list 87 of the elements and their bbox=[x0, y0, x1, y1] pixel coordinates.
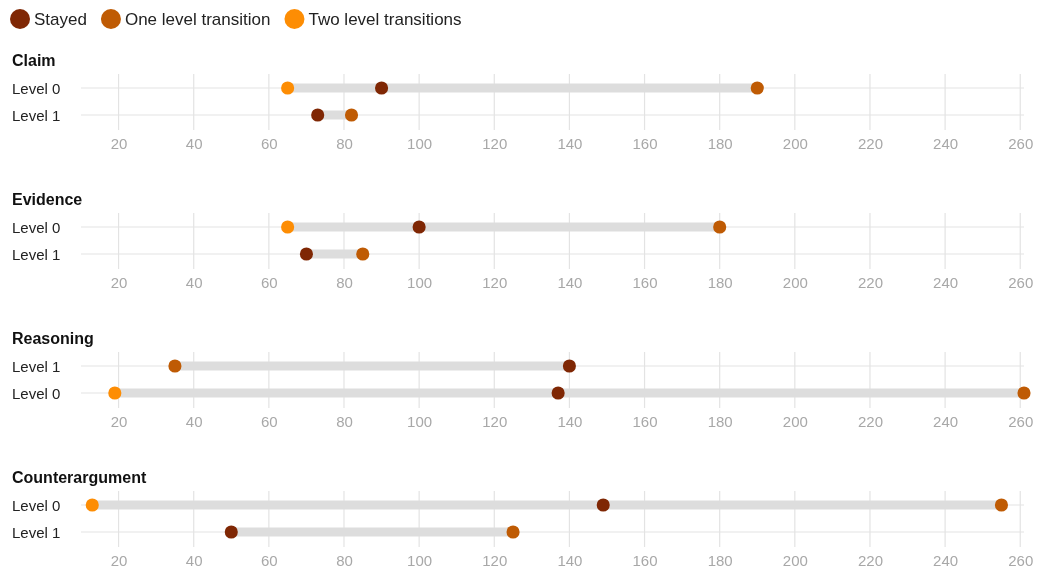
x-tick-label: 160 bbox=[632, 412, 658, 430]
x-tick-label: 20 bbox=[110, 412, 128, 430]
y-tick-label: Level 0 bbox=[12, 497, 61, 514]
point bbox=[596, 498, 610, 512]
x-tick-label: 100 bbox=[407, 412, 433, 430]
point bbox=[1017, 386, 1031, 400]
x-tick-label: 220 bbox=[857, 273, 883, 291]
x-tick-label: 200 bbox=[782, 273, 808, 291]
x-tick-label: 260 bbox=[1008, 551, 1034, 569]
point bbox=[168, 359, 182, 373]
x-tick-label: 240 bbox=[933, 134, 959, 152]
x-tick-label: 180 bbox=[707, 551, 733, 569]
point bbox=[281, 81, 295, 95]
point bbox=[412, 220, 426, 234]
x-tick-label: 200 bbox=[782, 412, 808, 430]
chart-title: Counterargument bbox=[12, 469, 147, 486]
chart-title: Claim bbox=[12, 52, 56, 69]
x-tick-label: 40 bbox=[185, 134, 203, 152]
point bbox=[750, 81, 764, 95]
x-tick-label: 100 bbox=[407, 134, 433, 152]
x-tick-label: 220 bbox=[857, 134, 883, 152]
x-tick-label: 200 bbox=[782, 551, 808, 569]
x-tick-label: 120 bbox=[482, 412, 508, 430]
legend-label: Two level transitions bbox=[308, 10, 462, 29]
point bbox=[311, 108, 325, 122]
legend-label: Stayed bbox=[34, 10, 87, 29]
x-tick-label: 240 bbox=[933, 412, 959, 430]
point bbox=[375, 81, 389, 95]
point bbox=[562, 359, 576, 373]
x-tick-label: 60 bbox=[261, 412, 278, 430]
point bbox=[356, 247, 370, 261]
x-tick-label: 220 bbox=[857, 412, 883, 430]
x-tick-label: 220 bbox=[857, 551, 883, 569]
x-tick-label: 180 bbox=[707, 134, 733, 152]
legend-label: One level transition bbox=[124, 10, 271, 29]
point bbox=[224, 525, 238, 539]
point bbox=[551, 386, 565, 400]
x-tick-label: 60 bbox=[261, 134, 278, 152]
point bbox=[344, 108, 359, 122]
x-tick-label: 80 bbox=[336, 551, 353, 569]
x-tick-label: 20 bbox=[110, 273, 128, 291]
x-tick-label: 260 bbox=[1008, 412, 1034, 430]
x-tick-label: 80 bbox=[336, 412, 353, 430]
x-tick-label: 120 bbox=[482, 134, 508, 152]
point bbox=[85, 498, 99, 512]
y-tick-label: Level 0 bbox=[12, 385, 61, 402]
x-tick-label: 160 bbox=[632, 551, 658, 569]
x-tick-label: 260 bbox=[1008, 134, 1034, 152]
y-tick-label: Level 1 bbox=[12, 246, 61, 263]
x-tick-label: 40 bbox=[185, 273, 203, 291]
x-tick-label: 120 bbox=[482, 273, 508, 291]
x-tick-label: 240 bbox=[933, 273, 959, 291]
x-tick-label: 80 bbox=[336, 273, 353, 291]
x-tick-label: 140 bbox=[557, 551, 583, 569]
x-tick-label: 40 bbox=[185, 412, 203, 430]
x-tick-label: 140 bbox=[557, 412, 583, 430]
x-tick-label: 100 bbox=[407, 551, 433, 569]
x-tick-label: 180 bbox=[707, 273, 733, 291]
chart-title: Evidence bbox=[12, 191, 83, 208]
chart-title: Reasoning bbox=[12, 330, 94, 347]
x-tick-label: 140 bbox=[557, 134, 583, 152]
point bbox=[713, 220, 727, 234]
point bbox=[108, 386, 122, 400]
x-tick-label: 100 bbox=[407, 273, 433, 291]
x-tick-label: 60 bbox=[261, 551, 278, 569]
y-tick-label: Level 1 bbox=[12, 524, 61, 541]
x-tick-label: 40 bbox=[185, 551, 203, 569]
x-tick-label: 140 bbox=[557, 273, 583, 291]
x-tick-label: 20 bbox=[110, 551, 128, 569]
x-tick-label: 200 bbox=[782, 134, 808, 152]
point bbox=[299, 247, 313, 261]
y-tick-label: Level 0 bbox=[12, 80, 61, 97]
point bbox=[506, 525, 520, 539]
x-tick-label: 240 bbox=[933, 551, 959, 569]
x-tick-label: 260 bbox=[1008, 273, 1034, 291]
x-tick-label: 160 bbox=[632, 273, 658, 291]
y-tick-label: Level 1 bbox=[12, 358, 61, 375]
point bbox=[994, 498, 1009, 512]
x-tick-label: 120 bbox=[482, 551, 508, 569]
y-tick-label: Level 0 bbox=[12, 219, 61, 236]
point bbox=[281, 220, 295, 234]
x-tick-label: 180 bbox=[707, 412, 733, 430]
y-tick-label: Level 1 bbox=[12, 107, 61, 124]
x-tick-label: 60 bbox=[261, 273, 278, 291]
x-tick-label: 80 bbox=[336, 134, 353, 152]
x-tick-label: 160 bbox=[632, 134, 658, 152]
x-tick-label: 20 bbox=[110, 134, 128, 152]
